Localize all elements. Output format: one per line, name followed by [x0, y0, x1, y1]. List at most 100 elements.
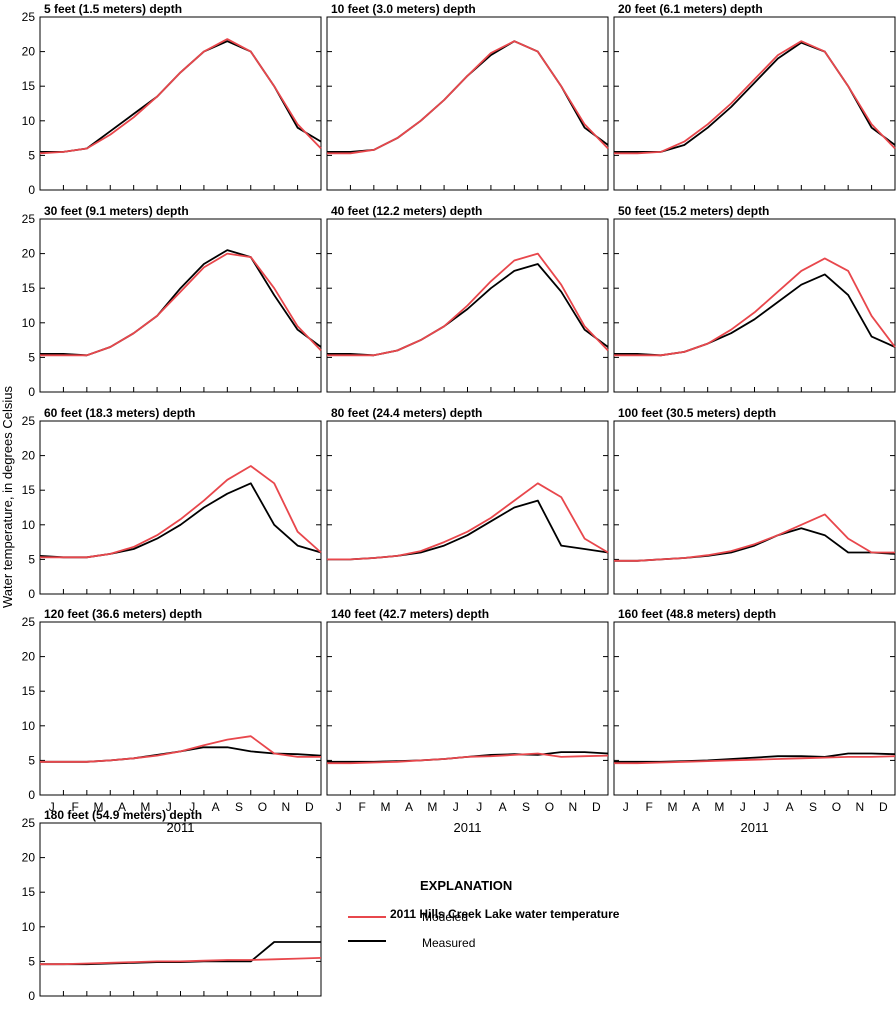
x-month-label: S — [522, 800, 530, 814]
panel-frame — [39, 621, 322, 796]
x-month-label: M — [714, 800, 724, 814]
legend-label-measured: Measured — [422, 936, 475, 950]
panel-title: 10 feet (3.0 meters) depth — [331, 2, 476, 16]
series-measured-line — [327, 40, 609, 153]
x-month-label: O — [832, 800, 841, 814]
panel-frame — [326, 621, 609, 796]
panel-frame — [39, 16, 322, 191]
x-month-label: M — [668, 800, 678, 814]
x-month-label: J — [740, 800, 746, 814]
x-month-label: J — [336, 800, 342, 814]
panel-4: 30 feet (9.1 meters) depth 0 5 10 15 20 25 — [22, 204, 322, 399]
y-tick-label: 10 — [22, 316, 36, 330]
panel-8: 80 feet (24.4 meters) depth — [326, 406, 609, 595]
panel-title: 5 feet (1.5 meters) depth — [44, 2, 182, 16]
x-month-label: N — [856, 800, 865, 814]
x-month-label: J — [189, 800, 195, 814]
y-tick-label: 15 — [22, 684, 36, 698]
y-tick-label: 0 — [28, 989, 35, 1003]
panel-frame — [326, 420, 609, 595]
x-month-label: N — [282, 800, 291, 814]
y-tick-label: 10 — [22, 518, 36, 532]
x-month-label: A — [786, 800, 794, 814]
x-month-label: J — [476, 800, 482, 814]
y-tick-label: 15 — [22, 483, 36, 497]
y-tick-label: 25 — [22, 10, 36, 24]
x-month-label: J — [49, 800, 55, 814]
x-month-label: F — [645, 800, 652, 814]
y-tick-label: 15 — [22, 281, 36, 295]
panel-title: 30 feet (9.1 meters) depth — [44, 204, 189, 218]
panel-title: 20 feet (6.1 meters) depth — [618, 2, 763, 16]
legend-label-modeled: Modeled — [422, 910, 468, 924]
series-modeled-line — [40, 735, 321, 763]
y-tick-label: 5 — [28, 148, 35, 162]
x-month-label: D — [592, 800, 601, 814]
x-month-label: O — [545, 800, 554, 814]
series-modeled-line — [327, 40, 609, 155]
x-month-label: A — [499, 800, 507, 814]
series-modeled-line — [40, 252, 322, 357]
panel-title: 50 feet (15.2 meters) depth — [618, 204, 769, 218]
series-measured-line — [614, 273, 896, 357]
panel-title: 180 feet (54.9 meters) depth — [44, 808, 202, 822]
y-tick-label: 25 — [22, 816, 36, 830]
x-month-label: M — [94, 800, 104, 814]
y-tick-label: 0 — [28, 385, 35, 399]
series-modeled-line — [40, 957, 322, 966]
panel-frame — [613, 621, 896, 796]
y-tick-label: 25 — [22, 615, 36, 629]
x-month-label: M — [427, 800, 437, 814]
panel-5: 40 feet (12.2 meters) depth — [326, 204, 609, 393]
panel-title: 140 feet (42.7 meters) depth — [331, 607, 489, 621]
y-tick-label: 25 — [22, 414, 36, 428]
x-month-label: J — [763, 800, 769, 814]
y-tick-label: 10 — [22, 920, 36, 934]
series-modeled-line — [39, 38, 322, 155]
panel-title: 120 feet (36.6 meters) depth — [44, 607, 202, 621]
y-tick-label: 5 — [28, 552, 35, 566]
series-modeled-line — [40, 465, 322, 559]
y-tick-label: 15 — [22, 885, 36, 899]
y-tick-label: 5 — [28, 753, 35, 767]
panel-frame — [613, 16, 896, 191]
panel-title: 40 feet (12.2 meters) depth — [331, 204, 482, 218]
panel-6: 50 feet (15.2 meters) depth — [613, 204, 896, 393]
series-measured-line — [327, 499, 609, 561]
series-measured-line — [614, 41, 896, 153]
x-month-label: S — [809, 800, 817, 814]
panel-13: 180 feet (54.9 meters) depth 0 5 10 15 20 25 — [22, 808, 322, 1003]
series-modeled-line — [327, 752, 609, 765]
x-month-label: F — [358, 800, 365, 814]
legend: EXPLANATION 2011 Hills Creek Lake water … — [348, 878, 620, 950]
y-tick-label: 10 — [22, 114, 36, 128]
x-month-label: O — [258, 800, 267, 814]
series-modeled-line — [614, 513, 895, 562]
panel-title: 160 feet (48.8 meters) depth — [618, 607, 776, 621]
panel-frame — [613, 218, 896, 393]
series-modeled-line — [327, 482, 609, 561]
panels-layer: 5 feet (1.5 meters) depth 0 5 10 15 20 25 10 fe… — [22, 2, 896, 1003]
y-tick-label: 25 — [22, 212, 36, 226]
panel-3: 20 feet (6.1 meters) depth — [613, 2, 896, 191]
x-year-label: 2011 — [741, 820, 769, 835]
x-month-label: M — [140, 800, 150, 814]
panel-frame — [39, 822, 322, 997]
y-tick-label: 15 — [22, 79, 36, 93]
legend-title: 2011 Hills Creek Lake water temperature — [390, 907, 620, 921]
panel-7: 60 feet (18.3 meters) depth 0 5 10 15 20 25 — [22, 406, 322, 601]
y-tick-label: 20 — [22, 247, 36, 261]
x-month-label: A — [118, 800, 126, 814]
panel-9: 100 feet (30.5 meters) depth — [613, 406, 896, 595]
series-measured-line — [327, 263, 609, 357]
panel-10: 120 feet (36.6 meters) depth 0 5 10 15 20 25 J F… — [22, 607, 322, 835]
panel-2: 10 feet (3.0 meters) depth — [326, 2, 609, 191]
x-month-label: S — [235, 800, 243, 814]
panel-title: 100 feet (30.5 meters) depth — [618, 406, 776, 420]
y-tick-label: 10 — [22, 719, 36, 733]
x-year-label: 2011 — [167, 820, 195, 835]
series-measured-line — [40, 40, 322, 153]
y-tick-label: 20 — [22, 650, 36, 664]
y-tick-label: 0 — [28, 587, 35, 601]
